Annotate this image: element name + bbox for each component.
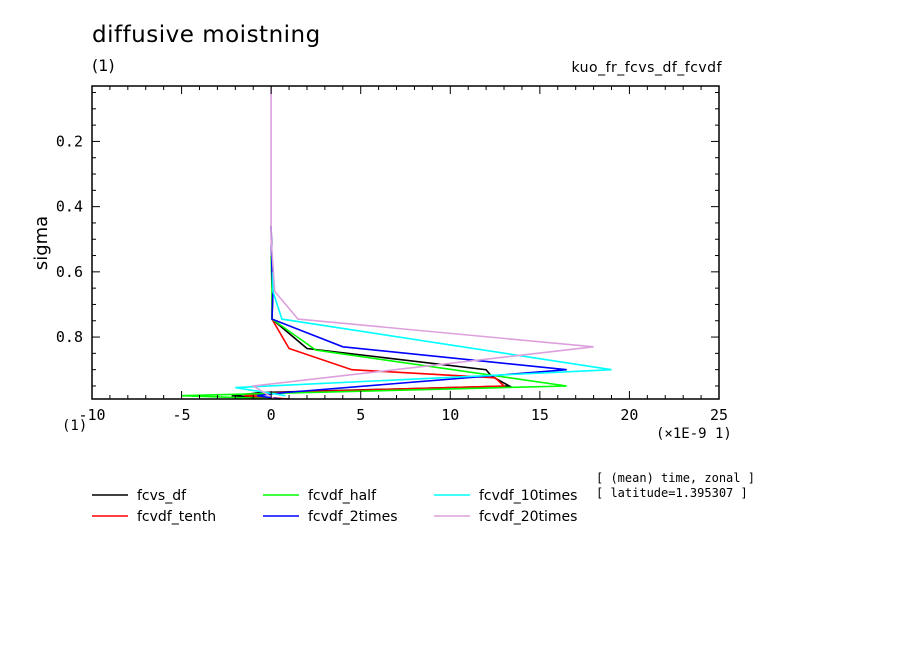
- series-line-fcvdf_20times: [250, 86, 594, 400]
- meta-line-2: [ latitude=1.395307 ]: [596, 486, 748, 500]
- meta-line-1: [ (mean) time, zonal ]: [596, 471, 755, 485]
- x-tick-label: 20: [620, 406, 638, 424]
- experiment-id: kuo_fr_fcvs_df_fcvdf: [571, 60, 722, 76]
- legend-label-fcvdf_10times: fcvdf_10times: [479, 488, 577, 504]
- legend-label-fcvdf_tenth: fcvdf_tenth: [137, 509, 216, 525]
- x-tick-label: 25: [710, 406, 728, 424]
- chart-title: diffusive moistning: [92, 22, 321, 48]
- series-layer: [181, 86, 612, 400]
- series-line-fcvdf_half: [181, 255, 567, 400]
- legend: fcvs_df fcvdf_tenth fcvdf_half fcvdf_2times…: [92, 488, 577, 525]
- x-tick-label: 10: [441, 406, 459, 424]
- legend-label-fcvdf_2times: fcvdf_2times: [308, 509, 398, 525]
- x-axis-scale-label: (×1E-9 1): [656, 426, 732, 442]
- legend-label-fcvdf_half: fcvdf_half: [308, 488, 377, 504]
- plot-frame: [91, 85, 720, 400]
- y-tick-label: 0.2: [56, 132, 83, 150]
- series-line-fcvdf_tenth: [244, 291, 506, 400]
- x-tick-label: 0: [267, 406, 276, 424]
- series-line-fcvdf_10times: [235, 271, 612, 397]
- y-tick-label: 0.6: [56, 263, 83, 281]
- ticks-layer: -10 -5 0 5 10 15 20 25 0.2 0.4 0.6 0.8: [56, 86, 728, 424]
- y-axis-label: sigma: [31, 216, 52, 270]
- legend-label-fcvdf_20times: fcvdf_20times: [479, 509, 577, 525]
- x-tick-label: -5: [173, 406, 191, 424]
- y-tick-label: 0.4: [56, 198, 83, 216]
- x-tick-label: 5: [356, 406, 365, 424]
- x-axis-unit: (1): [62, 418, 87, 434]
- y-tick-label: 0.8: [56, 328, 83, 346]
- legend-label-fcvs_df: fcvs_df: [137, 488, 187, 504]
- x-tick-label: -10: [78, 406, 105, 424]
- title-unit: (1): [92, 56, 115, 75]
- x-tick-label: 15: [531, 406, 549, 424]
